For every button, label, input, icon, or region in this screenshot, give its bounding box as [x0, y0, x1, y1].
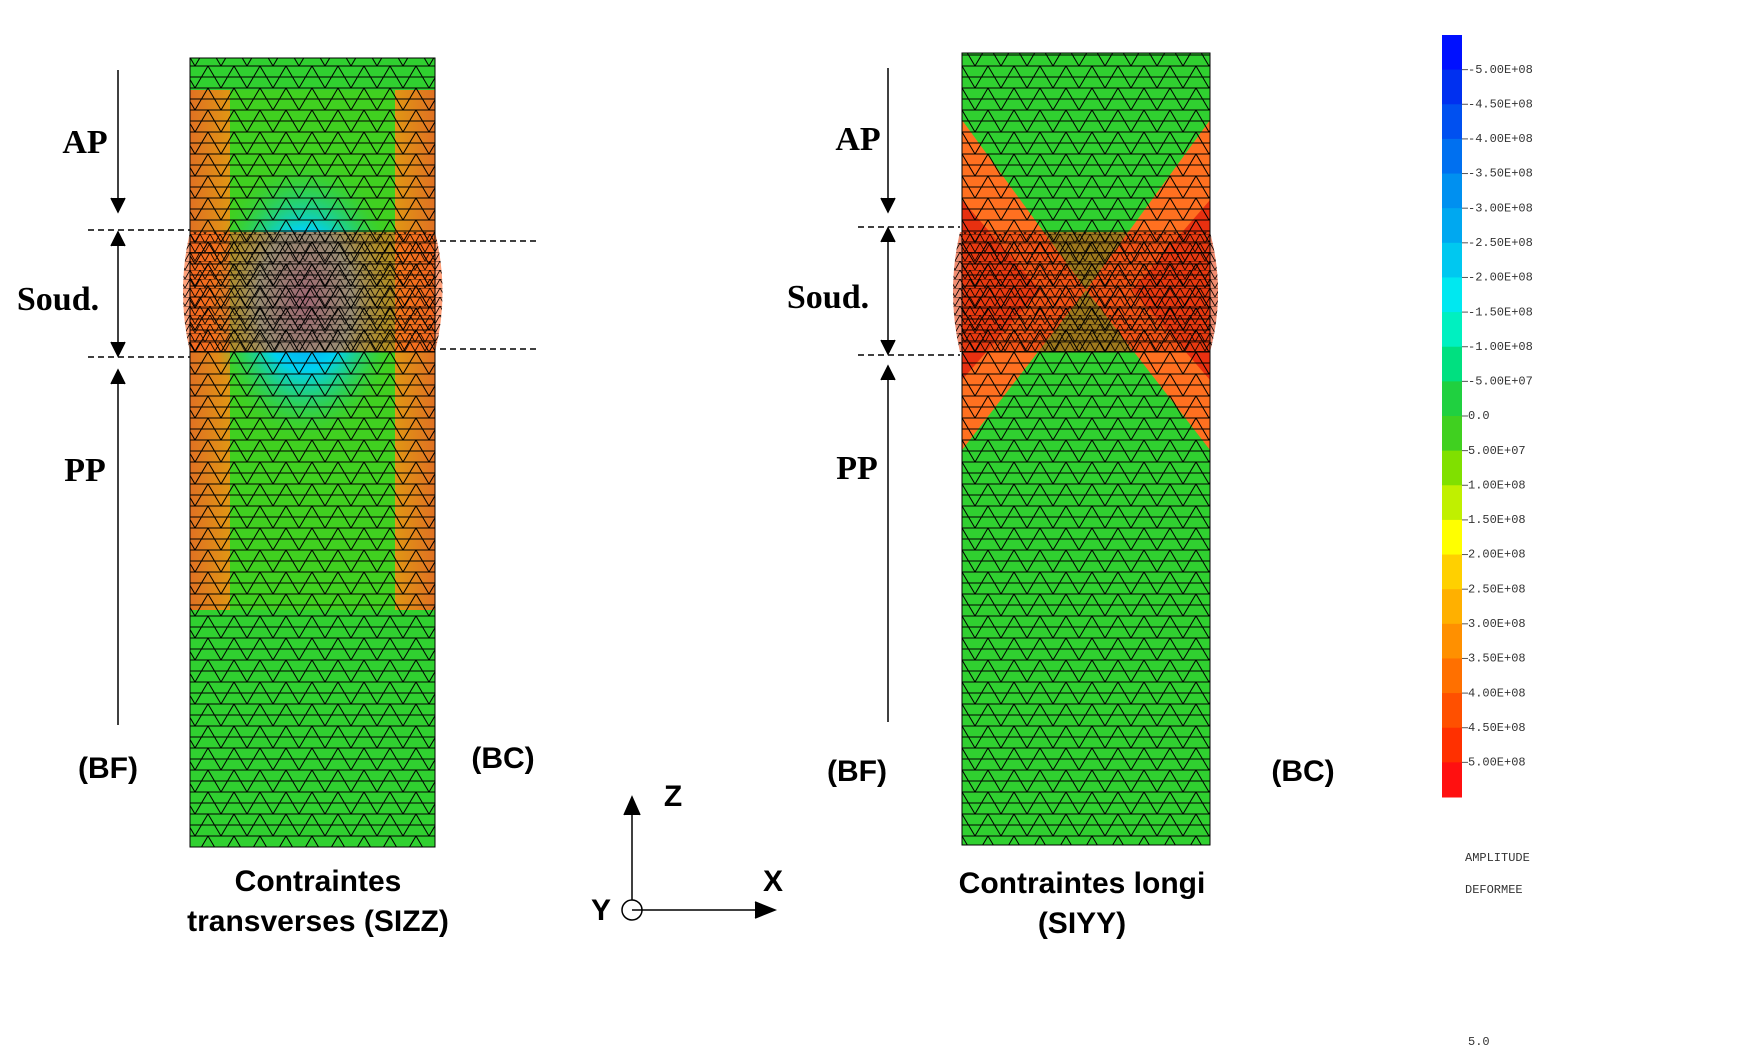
panel-left [183, 57, 443, 848]
colorbar-segment [1442, 554, 1462, 590]
colorbar-segment [1442, 658, 1462, 694]
colorbar-segment [1442, 35, 1462, 71]
colorbar-label: -3.50E+08 [1468, 167, 1533, 181]
zone-label: Soud. [17, 281, 99, 318]
colorbar-segment [1442, 762, 1462, 798]
colorbar-segment [1442, 277, 1462, 313]
colorbar-label: 3.00E+08 [1468, 617, 1526, 631]
colorbar-label: -2.00E+08 [1468, 271, 1533, 285]
side-label: (BF) [827, 755, 887, 788]
panel-title: Contraintes longi [959, 867, 1206, 900]
panel-right [953, 52, 1218, 846]
zone-label: AP [835, 121, 880, 158]
colorbar-label: 3.50E+08 [1468, 652, 1526, 666]
axis-label: Y [591, 894, 611, 927]
colorbar-segment [1442, 589, 1462, 625]
side-label: (BC) [471, 742, 534, 775]
colorbar-label: -4.50E+08 [1468, 97, 1533, 111]
colorbar-label: -1.50E+08 [1468, 305, 1533, 319]
colorbar-segment [1442, 173, 1462, 209]
footer-text: AMPLITUDE [1465, 851, 1530, 865]
colorbar-label: 0.0 [1468, 409, 1490, 423]
colorbar-segment [1442, 693, 1462, 729]
colorbar-label: 1.00E+08 [1468, 478, 1526, 492]
panel-title: Contraintes [235, 865, 402, 898]
colorbar-label: -3.00E+08 [1468, 201, 1533, 215]
zone-label: PP [836, 450, 878, 487]
zone-label: PP [64, 452, 106, 489]
colorbar-label: 2.50E+08 [1468, 582, 1526, 596]
colorbar-segment [1442, 104, 1462, 140]
colorbar-label: 5.00E+08 [1468, 756, 1526, 770]
axis-label: X [763, 865, 783, 898]
colorbar-segment [1442, 485, 1462, 521]
colorbar-segment [1442, 381, 1462, 417]
side-label: (BF) [78, 752, 138, 785]
colorbar-segment [1442, 623, 1462, 659]
colorbar: -5.00E+08 -4.50E+08 -4.00E+08 -3.50E+08 -3.0… [1442, 35, 1533, 798]
colorbar-segment [1442, 416, 1462, 452]
colorbar-label: 4.50E+08 [1468, 721, 1526, 735]
panel-title: transverses (SIZZ) [187, 905, 449, 938]
colorbar-segment [1442, 519, 1462, 556]
colorbar-segment [1442, 312, 1462, 348]
axis-label: Z [664, 780, 682, 813]
colorbar-label: -5.00E+08 [1468, 63, 1533, 77]
footer-text: DEFORMEE [1465, 883, 1523, 897]
colorbar-label: -2.50E+08 [1468, 236, 1533, 250]
side-label: (BC) [1271, 755, 1334, 788]
annotation-lines [88, 68, 960, 921]
colorbar-label: 4.00E+08 [1468, 686, 1526, 700]
zone-label: AP [62, 124, 107, 161]
colorbar-segment [1442, 450, 1462, 486]
colorbar-segment [1442, 138, 1462, 175]
colorbar-segment [1442, 69, 1462, 105]
colorbar-segment [1442, 242, 1462, 278]
colorbar-label: 1.50E+08 [1468, 513, 1526, 527]
zone-label: Soud. [787, 279, 869, 316]
footer-text: 5.0 [1468, 1035, 1490, 1049]
colorbar-label: -4.00E+08 [1468, 132, 1533, 146]
colorbar-label: -1.00E+08 [1468, 340, 1533, 354]
colorbar-label: 5.00E+07 [1468, 444, 1526, 458]
panel-title: (SIYY) [1038, 907, 1126, 940]
colorbar-segment [1442, 346, 1462, 382]
colorbar-segment [1442, 208, 1462, 244]
colorbar-label: 2.00E+08 [1468, 548, 1526, 562]
colorbar-label: -5.00E+07 [1468, 375, 1533, 389]
colorbar-segment [1442, 727, 1462, 763]
